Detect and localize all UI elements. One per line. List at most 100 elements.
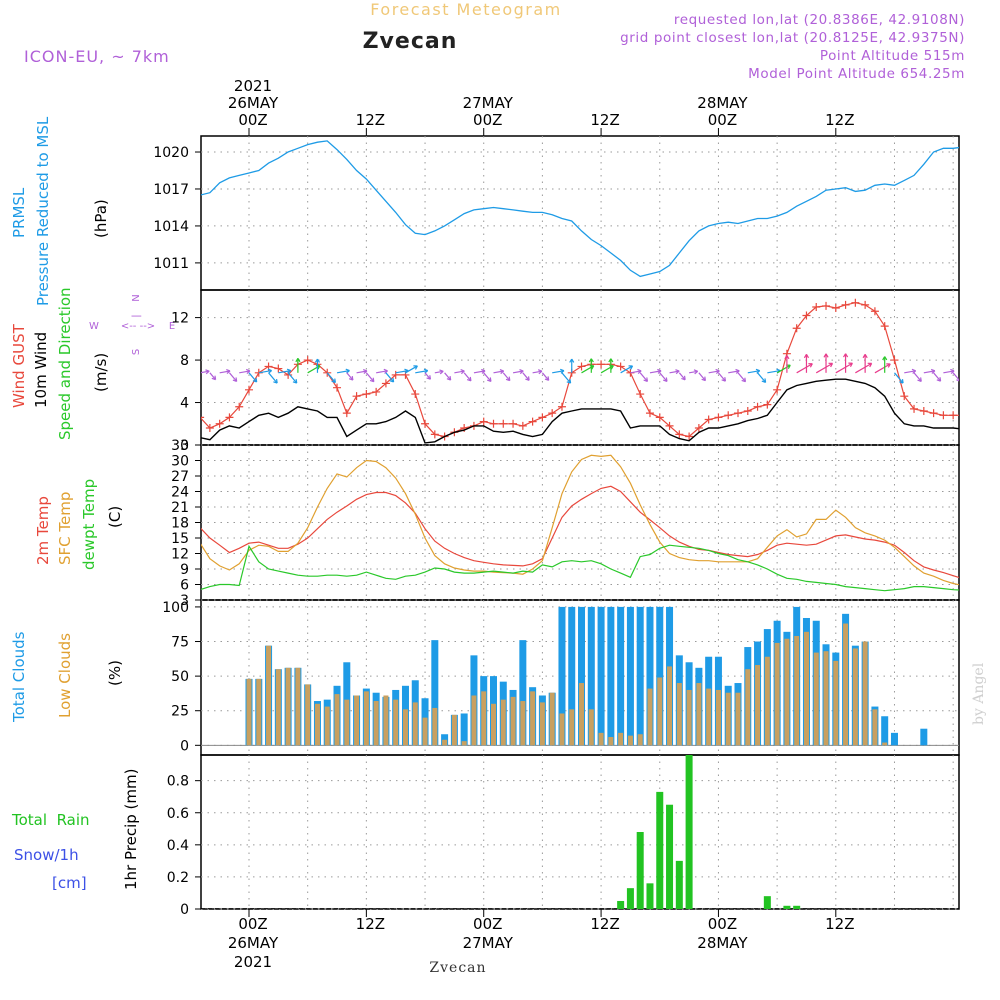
model-name: ICON-EU, ~ 7km <box>24 47 170 66</box>
rain-bar <box>636 832 644 909</box>
low-cloud-bar <box>422 717 428 746</box>
wind-arrowhead <box>292 379 298 384</box>
top-time-label: 12Z <box>825 111 854 129</box>
total-cloud-bar <box>431 640 439 746</box>
wind-direction-arrow <box>219 370 231 374</box>
gust-marker <box>704 415 713 424</box>
low-cloud-bar <box>354 695 360 746</box>
gust-marker <box>861 300 870 309</box>
y-tick-label: 24 <box>171 485 189 501</box>
top-time-label: 00Z <box>708 111 737 129</box>
wind-direction-arrow <box>776 364 791 374</box>
gust-marker <box>342 409 351 418</box>
low-cloud-bar <box>755 665 761 746</box>
prmsl-sublabel: Pressure Reduced to MSL <box>34 116 52 306</box>
gust-marker <box>734 409 742 418</box>
wind-direction-arrow <box>454 370 465 374</box>
low-cloud-bar <box>539 702 545 746</box>
temp-sfc-line <box>201 454 959 586</box>
gust-marker <box>352 392 361 401</box>
gust-marker <box>675 430 684 439</box>
rain-bar <box>763 896 771 909</box>
wind-direction-arrow <box>796 363 813 374</box>
y-tick-label: 1020 <box>153 145 189 161</box>
wind-arrowhead <box>643 377 649 382</box>
low-cloud-bar <box>461 741 467 746</box>
gust-marker <box>548 409 557 418</box>
wind-direction-arrow <box>659 372 668 382</box>
gust-marker <box>577 362 586 371</box>
wind-arrowhead <box>426 375 432 380</box>
total-cloud-bar <box>568 606 576 746</box>
low-cloud-bar <box>432 707 438 746</box>
y-tick-label: 100 <box>162 600 189 616</box>
gust-marker <box>929 409 938 418</box>
compass-south: S <box>131 349 142 355</box>
wind-speed-line <box>201 378 959 444</box>
wind-direction-arrow <box>493 370 504 374</box>
top-time-label: 2021 <box>234 77 272 95</box>
low-cloud-bar <box>725 692 731 746</box>
wind-direction-arrow <box>532 370 543 374</box>
gust-marker <box>597 360 606 369</box>
y-tick-label: 0.4 <box>167 838 189 854</box>
y-tick-label: 1011 <box>153 256 189 272</box>
total-cloud-bar <box>607 606 615 746</box>
gust-marker <box>685 432 694 441</box>
low-cloud-bar <box>862 641 868 746</box>
total-cloud-bar <box>587 606 595 746</box>
low-cloud-bar <box>813 652 819 746</box>
gust-marker <box>773 385 782 394</box>
wind-direction-arrow <box>209 372 217 381</box>
low-cloud-bar <box>803 631 809 746</box>
wind-direction-arrow <box>688 370 698 374</box>
low-cloud-bar <box>598 732 604 746</box>
wind-direction-arrow <box>522 372 530 381</box>
wind-direction-arrow <box>278 370 291 374</box>
wind-direction-arrow <box>444 372 452 381</box>
wind-direction-arrow <box>463 372 472 382</box>
wind-direction-arrow <box>943 370 955 374</box>
compass-we-arrow: <-- --> <box>121 321 155 332</box>
total-cloud-bar <box>890 732 898 746</box>
wind-direction-arrow <box>639 372 648 382</box>
low-cloud-bar <box>657 677 663 746</box>
total-cloud-bar <box>636 606 644 746</box>
y-tick-label: 1014 <box>153 219 189 235</box>
total-cloud-bar <box>881 716 889 746</box>
y-tick-label: 1017 <box>153 182 189 198</box>
low-cloud-bar <box>402 709 408 746</box>
gust-marker <box>724 411 733 420</box>
y-tick-label: 4 <box>180 396 189 412</box>
low-cloud-bar <box>530 691 536 746</box>
wind-arrowhead <box>657 368 662 374</box>
low-cloud-bar <box>393 699 399 746</box>
location-title: Zvecan <box>363 29 458 54</box>
wind-direction-arrow <box>376 370 388 374</box>
gust-marker <box>362 390 371 399</box>
wind-direction-arrow <box>385 372 395 383</box>
gust-marker <box>557 402 566 411</box>
low-cloud-bar <box>334 694 340 746</box>
wind-arrowhead <box>848 362 853 368</box>
low-cloud-bar <box>383 695 389 746</box>
wind-direction-arrow <box>963 371 974 373</box>
clouds-unit: (%) <box>106 660 124 686</box>
wind-arrowhead <box>560 368 565 374</box>
y-tick-label: 8 <box>180 353 189 369</box>
wind-arrowhead <box>499 369 505 375</box>
low-cloud-bar <box>373 701 379 746</box>
wind-arrowhead <box>569 358 575 363</box>
low-cloud-bar <box>676 683 682 746</box>
wind-direction-arrow <box>561 372 572 384</box>
bottom-time-label: 12Z <box>825 915 854 933</box>
wind-direction-arrow <box>552 370 565 374</box>
low-cloud-bar <box>295 667 301 746</box>
rain-bar <box>793 905 801 909</box>
wind-direction-arrow <box>541 372 550 381</box>
low-cloud-bar <box>500 699 506 746</box>
bottom-time-label: 00Z <box>238 915 267 933</box>
gust-marker <box>538 413 547 422</box>
wind-arrowhead <box>735 368 740 374</box>
